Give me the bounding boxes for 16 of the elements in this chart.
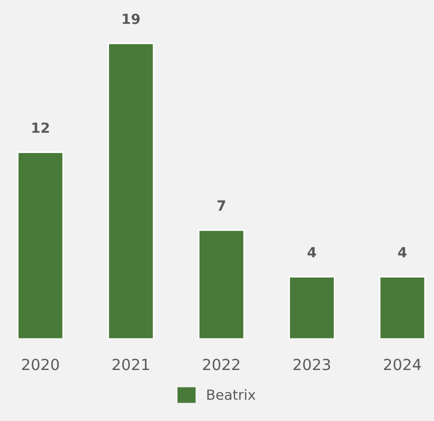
data-label: 4 <box>308 247 316 258</box>
bar <box>288 276 336 339</box>
x-tick-label: 2020 <box>22 358 59 370</box>
x-tick-label: 2021 <box>112 358 149 370</box>
bar <box>108 42 154 339</box>
data-label: 7 <box>217 200 226 211</box>
x-tick-label: 2023 <box>294 358 330 370</box>
legend-label: Beatrix <box>207 389 256 400</box>
bar <box>17 152 64 339</box>
bar <box>198 229 245 339</box>
bar <box>379 276 426 339</box>
data-label: 19 <box>122 14 140 24</box>
data-label: 4 <box>398 247 407 258</box>
x-tick-label: 2022 <box>203 358 240 370</box>
x-tick-label: 2024 <box>384 358 421 370</box>
data-label: 12 <box>32 122 49 133</box>
